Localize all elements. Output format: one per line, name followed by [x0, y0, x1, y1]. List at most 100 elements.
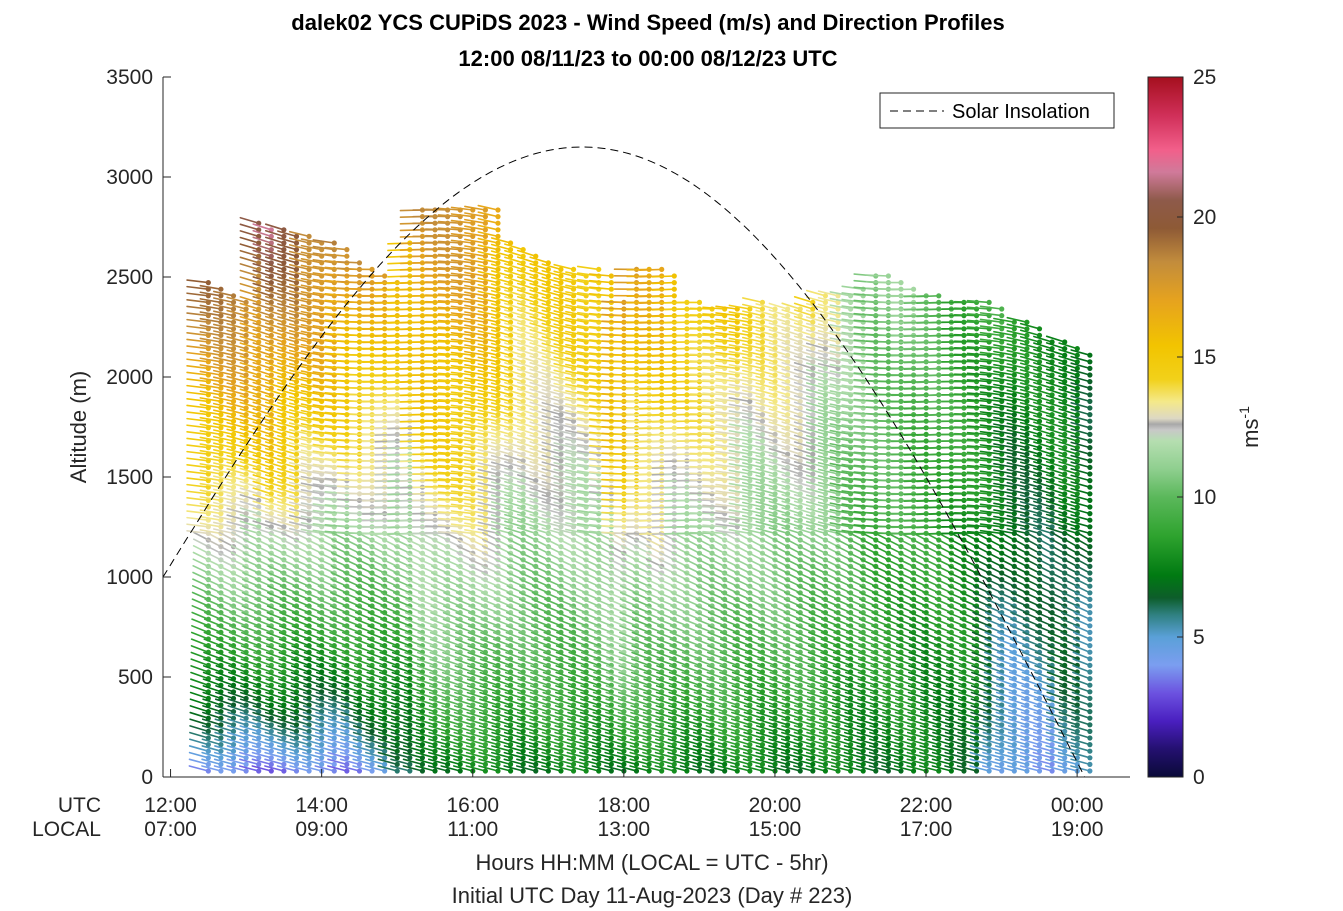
- wind-barb: [212, 363, 235, 370]
- wind-barb-point: [256, 412, 262, 418]
- wind-barb-point: [205, 742, 211, 748]
- wind-barb-point: [218, 293, 224, 299]
- wind-barb-point: [281, 445, 287, 451]
- wind-barb-point: [268, 339, 274, 345]
- wind-barb: [227, 685, 247, 693]
- wind-barb-point: [495, 253, 501, 259]
- wind-barb: [240, 638, 260, 647]
- wind-barb: [239, 434, 260, 442]
- wind-barb: [264, 295, 285, 304]
- wind-barb-point: [256, 266, 262, 272]
- wind-barb: [264, 454, 285, 462]
- wind-barb-point: [243, 709, 249, 715]
- wind-barb-point: [205, 702, 211, 708]
- wind-barb-point: [495, 273, 501, 279]
- wind-barb: [214, 738, 235, 746]
- wind-barb: [239, 236, 260, 244]
- wind-barb: [254, 565, 273, 574]
- wind-barb: [214, 711, 235, 720]
- wind-barb: [267, 585, 285, 594]
- wind-barb-point: [256, 326, 262, 332]
- wind-barb: [252, 368, 273, 376]
- wind-barb: [186, 424, 210, 429]
- wind-barb: [239, 738, 260, 746]
- wind-barb: [199, 364, 222, 370]
- wind-barb-point: [545, 761, 551, 768]
- wind-barb: [252, 487, 273, 495]
- wind-barb: [188, 738, 210, 746]
- wind-barb-point: [281, 510, 287, 517]
- wind-barb-point: [344, 253, 350, 259]
- wind-barb-point: [256, 319, 262, 325]
- wind-barb: [212, 383, 235, 390]
- wind-barb: [252, 718, 273, 726]
- wind-barb: [201, 731, 222, 739]
- wind-barb: [252, 361, 273, 370]
- wind-barb: [239, 263, 260, 271]
- wind-barb: [253, 665, 273, 673]
- wind-barb: [204, 578, 222, 588]
- wind-barb: [229, 578, 247, 588]
- wind-barb: [201, 725, 222, 733]
- wind-barb: [277, 342, 298, 350]
- wind-barb-point: [281, 768, 287, 774]
- wind-barb-point: [293, 517, 300, 523]
- wind-barb: [216, 638, 235, 647]
- wind-barb-point: [218, 768, 224, 774]
- wind-barb: [276, 765, 298, 772]
- wind-barb-point: [495, 431, 501, 437]
- wind-barb-point: [495, 299, 501, 305]
- wind-barb-point: [281, 748, 287, 754]
- wind-barb-point: [230, 319, 237, 325]
- wind-barb: [186, 411, 210, 416]
- wind-barb: [277, 375, 298, 383]
- wind-barb-point: [293, 524, 300, 530]
- wind-barb-point: [256, 299, 262, 305]
- wind-barb-point: [356, 761, 363, 768]
- wind-barb: [264, 309, 285, 317]
- wind-barb-point: [205, 755, 211, 761]
- wind-barb: [252, 685, 273, 693]
- wind-barb: [277, 382, 298, 390]
- wind-barb: [239, 282, 260, 291]
- wind-barb-point: [243, 313, 249, 319]
- wind-barb-point: [293, 385, 300, 391]
- wind-barb: [230, 558, 247, 568]
- wind-barb: [252, 348, 273, 357]
- wind-barb-point: [218, 504, 224, 510]
- wind-barb: [186, 404, 210, 409]
- wind-barb-point: [281, 247, 287, 253]
- wind-barb-point: [268, 359, 274, 365]
- wind-barb-point: [243, 418, 249, 424]
- wind-barb: [266, 605, 285, 614]
- wind-barb: [265, 705, 285, 713]
- wind-barb-point: [281, 715, 287, 721]
- wind-barb-point: [293, 748, 300, 754]
- wind-barb-point: [432, 755, 438, 761]
- wind-barb: [189, 691, 210, 700]
- wind-barb: [212, 310, 235, 317]
- wind-barb-point: [407, 761, 413, 768]
- wind-barb-point: [495, 306, 501, 312]
- wind-barb: [252, 394, 273, 403]
- wind-barb-point: [281, 471, 287, 477]
- wind-barb-point: [205, 728, 211, 735]
- wind-barb: [186, 305, 210, 310]
- wind-barb-point: [293, 497, 300, 503]
- wind-barb: [226, 362, 247, 370]
- wind-barb: [199, 390, 222, 396]
- wind-barb: [241, 631, 260, 640]
- wind-barb: [278, 625, 298, 634]
- wind-barb-point: [268, 484, 274, 490]
- wind-barb: [278, 631, 298, 640]
- wind-barb: [277, 527, 298, 535]
- wind-barb: [199, 496, 222, 502]
- wind-barb-point: [394, 761, 400, 768]
- wind-barb-point: [218, 728, 224, 735]
- wind-barb-point: [256, 332, 262, 338]
- wind-barb-point: [218, 313, 224, 319]
- wind-barb: [199, 469, 222, 475]
- wind-barb-point: [268, 768, 274, 774]
- wind-barb-point: [281, 332, 287, 338]
- wind-barb-point: [495, 247, 501, 253]
